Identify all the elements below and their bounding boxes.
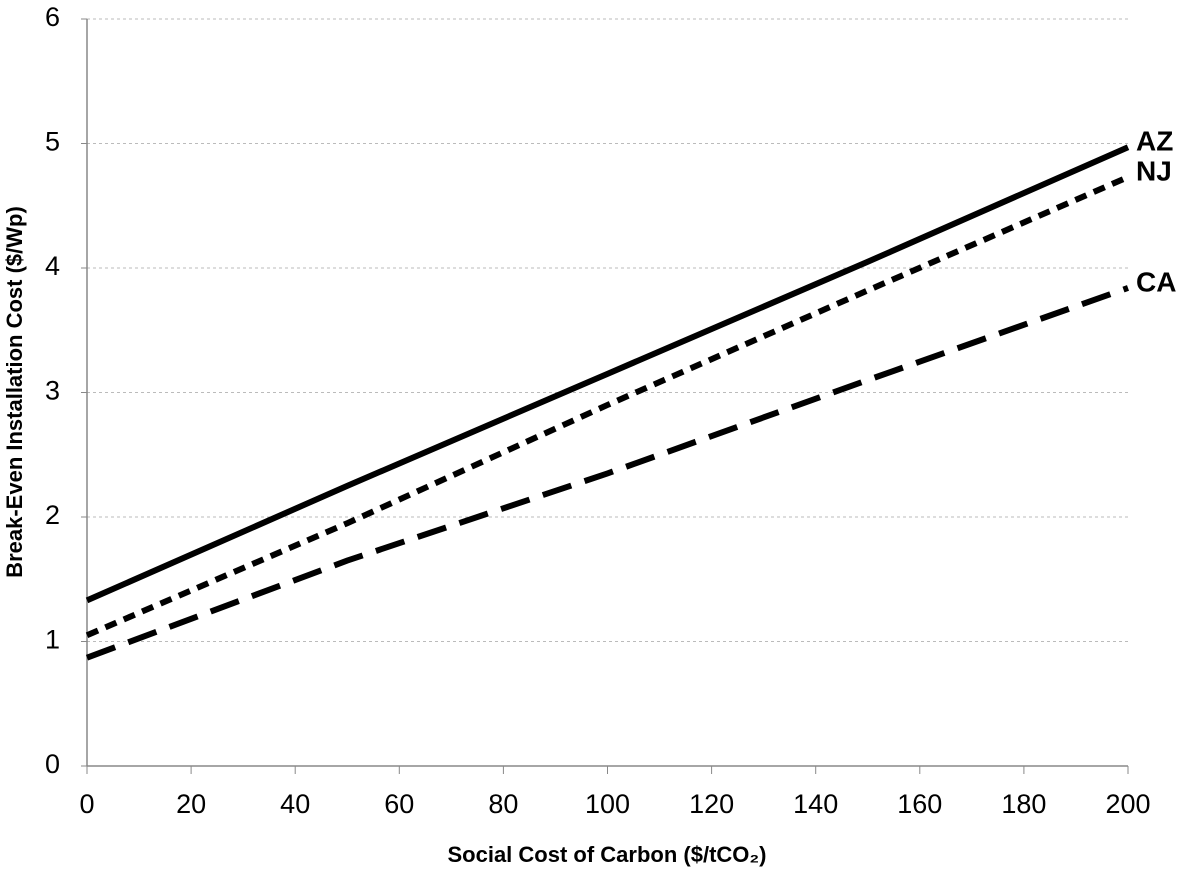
x-tick-label: 120 (689, 789, 734, 819)
y-tick-label: 3 (45, 376, 60, 406)
x-tick-label: 20 (176, 789, 206, 819)
x-axis-title: Social Cost of Carbon ($/tCO₂) (447, 842, 766, 867)
x-tick-label: 60 (384, 789, 414, 819)
x-tick-label: 80 (488, 789, 518, 819)
y-tick-label: 5 (45, 127, 60, 157)
y-axis-title: Break-Even Installation Cost ($/Wp) (2, 206, 27, 578)
x-tick-label: 140 (793, 789, 838, 819)
x-tick-label: 0 (79, 789, 94, 819)
y-tick-label: 2 (45, 500, 60, 530)
series-label: NJ (1136, 156, 1172, 187)
series-line (85, 144, 1130, 604)
y-tick-label: 4 (45, 251, 60, 281)
y-tick-label: 0 (45, 749, 60, 779)
x-tick-label: 40 (280, 789, 310, 819)
series-label: AZ (1136, 126, 1173, 157)
x-tick-label: 160 (897, 789, 942, 819)
series-label: CA (1136, 266, 1176, 297)
x-tick-label: 180 (1001, 789, 1046, 819)
y-tick-label: 6 (45, 2, 60, 32)
x-tick-label: 100 (585, 789, 630, 819)
x-tick-label: 200 (1105, 789, 1150, 819)
series-line (85, 285, 1130, 661)
series-line (85, 174, 1130, 639)
y-tick-label: 1 (45, 625, 60, 655)
